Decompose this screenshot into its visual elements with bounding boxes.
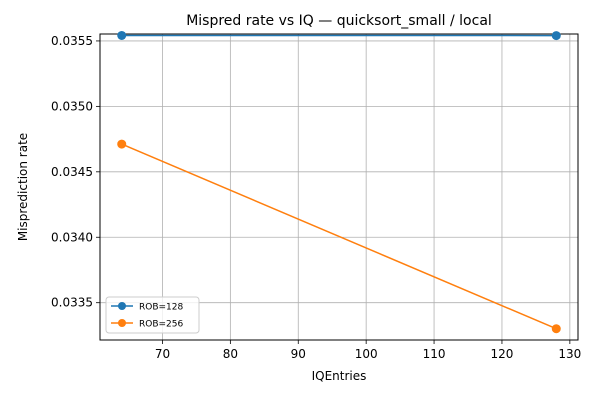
x-tick-label: 90 xyxy=(291,347,306,361)
y-axis-title: Misprediction rate xyxy=(16,133,30,241)
x-tick-label: 70 xyxy=(155,347,170,361)
legend-label: ROB=128 xyxy=(139,303,184,313)
chart-title: Mispred rate vs IQ — quicksort_small / l… xyxy=(186,13,492,29)
legend-marker xyxy=(118,302,126,310)
data-point xyxy=(551,324,561,334)
series-group xyxy=(117,30,561,334)
x-tick-label: 130 xyxy=(558,347,581,361)
y-tick-label: 0.0335 xyxy=(51,296,93,310)
legend: ROB=128 ROB=256 xyxy=(105,296,200,334)
x-tick-label: 100 xyxy=(355,347,378,361)
plot-frame xyxy=(99,33,579,341)
y-tick-label: 0.0345 xyxy=(51,165,93,179)
legend-marker xyxy=(118,319,126,327)
x-axis: 70 80 90 100 110 120 130 xyxy=(155,340,581,361)
legend-label: ROB=256 xyxy=(139,320,184,330)
y-axis: 0.0335 0.0340 0.0345 0.0350 0.0355 xyxy=(51,34,100,310)
x-tick-label: 120 xyxy=(491,347,514,361)
y-tick-label: 0.0355 xyxy=(51,34,93,48)
x-tick-label: 110 xyxy=(423,347,446,361)
x-tick-label: 80 xyxy=(223,347,238,361)
y-tick-label: 0.0340 xyxy=(51,230,93,244)
data-point xyxy=(551,31,561,41)
series-line-2 xyxy=(121,143,557,330)
x-axis-title: IQEntries xyxy=(312,369,367,383)
y-tick-label: 0.0350 xyxy=(51,99,93,113)
data-point xyxy=(117,139,127,149)
data-point xyxy=(117,30,127,40)
